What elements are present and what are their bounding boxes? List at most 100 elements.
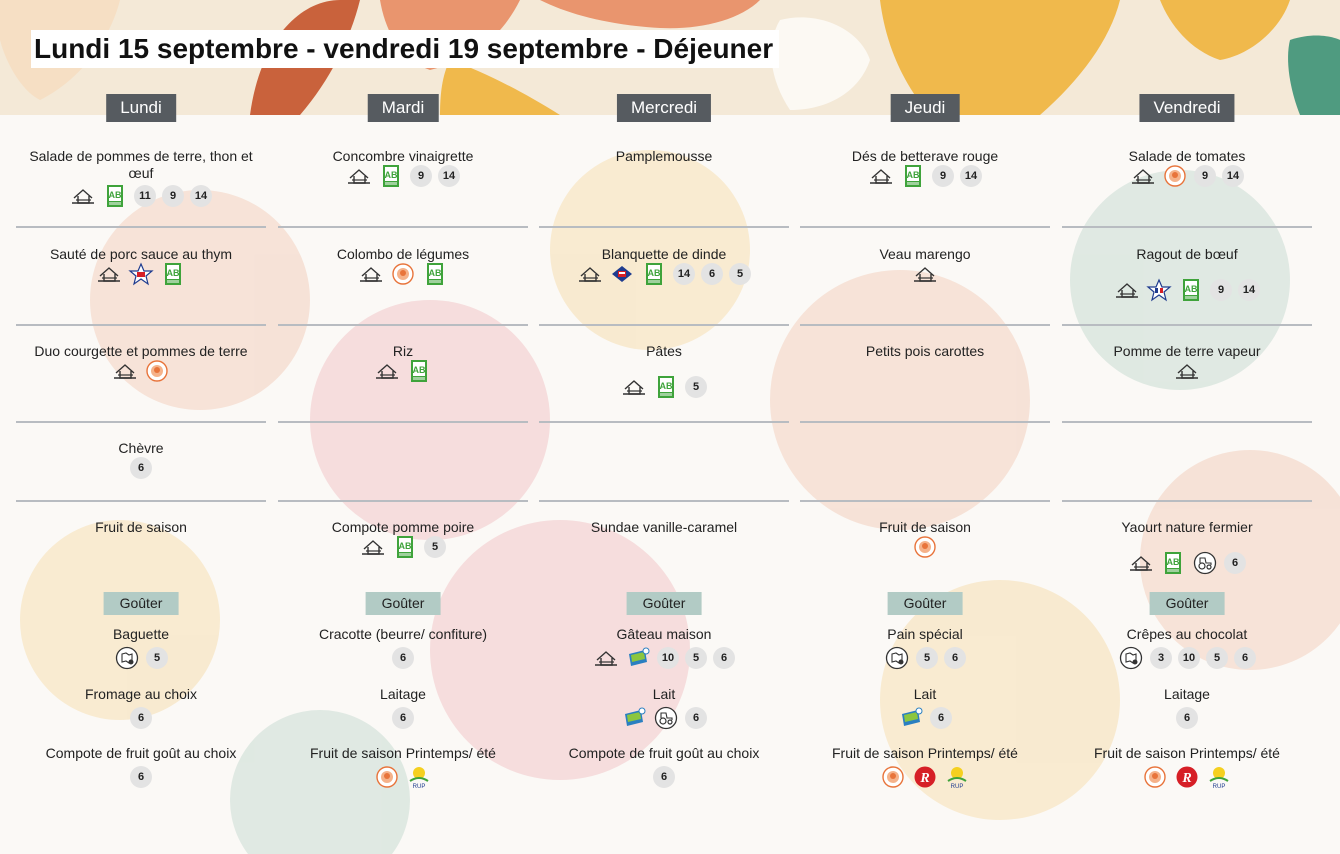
allergen-badge: 6 bbox=[392, 647, 414, 669]
gouter-labels: 10 5 6 bbox=[539, 646, 789, 670]
gouter-item: Laitage bbox=[380, 686, 426, 702]
dish-labels: AB 11 9 14 bbox=[16, 184, 266, 208]
house-icon bbox=[374, 359, 400, 383]
gouter-header: Goûter bbox=[1149, 592, 1225, 615]
dish-labels: AB 5 bbox=[539, 375, 789, 399]
france-pork-icon bbox=[128, 262, 154, 286]
svg-text:RUP: RUP bbox=[951, 784, 964, 789]
allergen-badge: 11 bbox=[134, 185, 156, 207]
allergen-badge: 5 bbox=[1206, 647, 1228, 669]
house-icon bbox=[621, 375, 647, 399]
svg-text:AB: AB bbox=[1167, 557, 1180, 567]
dish-name: Concombre vinaigrette bbox=[332, 148, 474, 164]
day-header: Jeudi bbox=[890, 94, 960, 122]
ab-icon: AB bbox=[900, 164, 926, 188]
row-separator bbox=[278, 500, 528, 502]
gouter-item: Cracotte (beurre/ confiture) bbox=[318, 626, 488, 642]
dish-labels bbox=[800, 262, 1050, 286]
local-orange-icon bbox=[1162, 164, 1188, 188]
allergen-badge: 6 bbox=[130, 457, 152, 479]
gouter-labels: RUP bbox=[278, 765, 528, 790]
allergen-badge: 5 bbox=[729, 263, 751, 285]
dish-name: Salade de tomates bbox=[1128, 148, 1246, 164]
ab-icon: AB bbox=[1160, 551, 1186, 575]
svg-text:R: R bbox=[1181, 771, 1191, 786]
gouter-item: Lait bbox=[913, 686, 937, 702]
svg-text:RUP: RUP bbox=[1213, 784, 1226, 789]
dish-labels: AB 5 bbox=[278, 535, 528, 559]
gouter-labels: 6 bbox=[16, 765, 266, 789]
dish-name: Sundae vanille-caramel bbox=[590, 519, 738, 535]
eco-icon bbox=[621, 706, 647, 730]
gouter-labels: 6 bbox=[800, 706, 1050, 730]
ab-icon: AB bbox=[641, 262, 667, 286]
row-separator bbox=[800, 226, 1050, 228]
allergen-badge: 5 bbox=[146, 647, 168, 669]
gouter-item: Laitage bbox=[1164, 686, 1210, 702]
house-icon bbox=[360, 535, 386, 559]
svg-text:AB: AB bbox=[109, 190, 122, 200]
house-icon bbox=[1114, 278, 1140, 302]
allergen-badge: 14 bbox=[190, 185, 212, 207]
allergen-badge: 5 bbox=[685, 647, 707, 669]
dish-name: Yaourt nature fermier bbox=[1121, 519, 1253, 535]
dish-labels bbox=[800, 535, 1050, 559]
allergen-badge: 6 bbox=[1234, 647, 1256, 669]
house-icon bbox=[70, 184, 96, 208]
svg-text:AB: AB bbox=[413, 365, 426, 375]
allergen-badge: 6 bbox=[653, 766, 675, 788]
gouter-header: Goûter bbox=[103, 592, 179, 615]
dish-labels: AB 9 14 bbox=[800, 164, 1050, 188]
gouter-header: Goûter bbox=[626, 592, 702, 615]
dish-name: Colombo de légumes bbox=[336, 246, 470, 262]
svg-text:AB: AB bbox=[385, 170, 398, 180]
gouter-labels: R RUP bbox=[800, 765, 1050, 790]
dish-name: Sauté de porc sauce au thym bbox=[49, 246, 233, 262]
day-header: Vendredi bbox=[1139, 94, 1235, 122]
house-icon bbox=[358, 262, 384, 286]
svg-text:RUP: RUP bbox=[413, 784, 426, 789]
rup-icon: RUP bbox=[1206, 765, 1232, 790]
eco-icon bbox=[625, 646, 651, 670]
gouter-item: Compote de fruit goût au choix bbox=[45, 745, 237, 761]
gouter-labels: 6 bbox=[16, 706, 266, 730]
house-icon bbox=[96, 262, 122, 286]
row-separator bbox=[16, 324, 266, 326]
day-header: Mardi bbox=[367, 94, 439, 122]
allergen-badge: 9 bbox=[162, 185, 184, 207]
row-separator bbox=[539, 226, 789, 228]
local-orange-icon bbox=[880, 765, 906, 789]
allergen-badge: 14 bbox=[438, 165, 460, 187]
gouter-labels: 6 bbox=[1062, 706, 1312, 730]
allergen-badge: 5 bbox=[916, 647, 938, 669]
house-icon bbox=[577, 262, 603, 286]
row-separator bbox=[539, 500, 789, 502]
local-orange-icon bbox=[390, 262, 416, 286]
eco-icon bbox=[898, 706, 924, 730]
dish-name: Petits pois carottes bbox=[865, 343, 985, 359]
gouter-item: Fromage au choix bbox=[84, 686, 198, 702]
ab-icon: AB bbox=[378, 164, 404, 188]
page-title: Lundi 15 septembre - vendredi 19 septemb… bbox=[31, 30, 780, 68]
row-separator bbox=[800, 324, 1050, 326]
svg-text:AB: AB bbox=[167, 268, 180, 278]
dish-name: Chèvre bbox=[118, 440, 164, 456]
row-separator bbox=[16, 226, 266, 228]
house-icon bbox=[112, 359, 138, 383]
ab-icon: AB bbox=[392, 535, 418, 559]
gouter-labels: 6 bbox=[539, 765, 789, 789]
gouter-item: Fruit de saison Printemps/ été bbox=[310, 745, 496, 761]
allergen-badge: 9 bbox=[932, 165, 954, 187]
house-icon bbox=[346, 164, 372, 188]
allergen-badge: 5 bbox=[685, 376, 707, 398]
svg-text:AB: AB bbox=[648, 268, 661, 278]
dish-name: Duo courgette et pommes de terre bbox=[34, 343, 248, 359]
row-separator bbox=[278, 421, 528, 423]
map-icon bbox=[1118, 646, 1144, 670]
allergen-badge: 3 bbox=[1150, 647, 1172, 669]
gouter-labels: 6 bbox=[539, 706, 789, 730]
france-poultry-icon bbox=[609, 262, 635, 286]
local-orange-icon bbox=[1142, 765, 1168, 789]
local-orange-icon bbox=[912, 535, 938, 559]
